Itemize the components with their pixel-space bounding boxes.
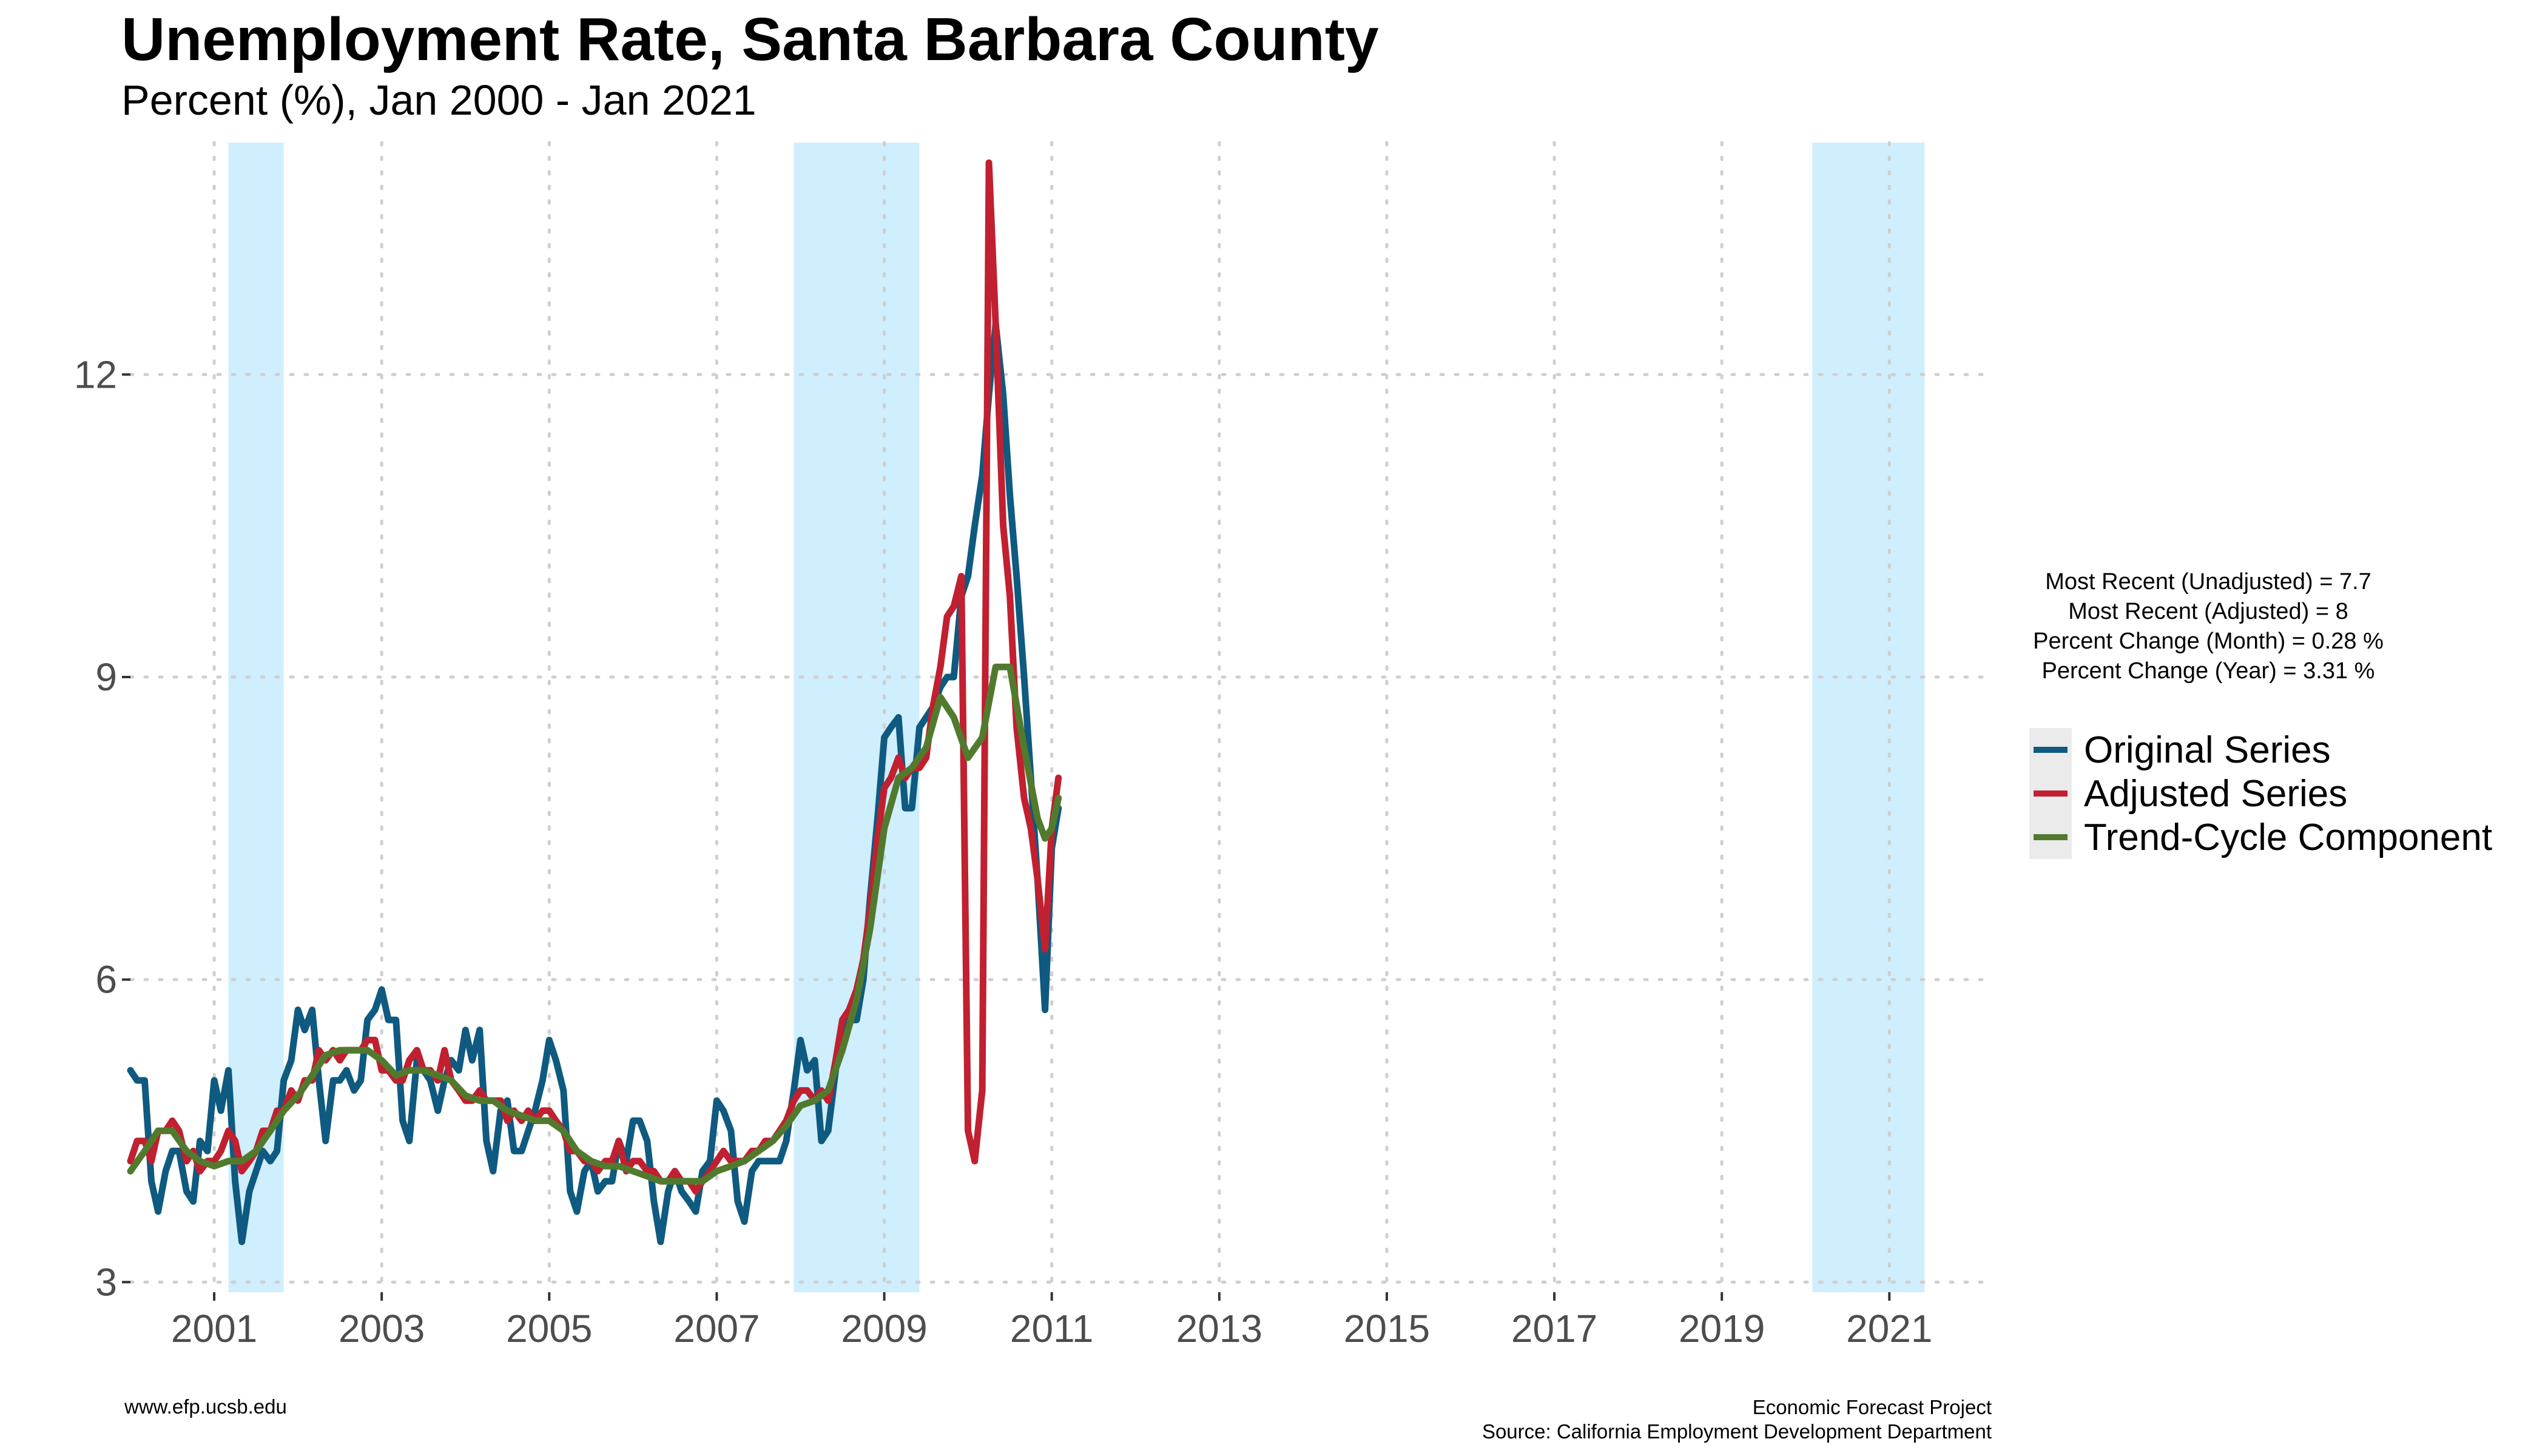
x-tick-label-2019: 2019 [1679, 1307, 1765, 1350]
x-tick-label-2013: 2013 [1176, 1307, 1262, 1350]
x-tick-label-2015: 2015 [1344, 1307, 1430, 1350]
legend-item-trend: Trend-Cycle Component [2029, 815, 2492, 859]
footer-source-agency: Source: California Employment Developmen… [1481, 1420, 1992, 1443]
y-tick-label-3: 3 [95, 1260, 117, 1304]
y-tick-label-12: 12 [74, 352, 117, 396]
legend-label-trend: Trend-Cycle Component [2084, 816, 2493, 858]
footer-source: Economic Forecast Project Source: Califo… [1482, 1395, 1992, 1444]
recession-band-2 [1812, 143, 1925, 1292]
chart-title: Unemployment Rate, Santa Barbara County [121, 5, 1379, 73]
recession-band-0 [228, 143, 284, 1292]
legend-key-trend [2029, 815, 2072, 859]
x-tick-label-2009: 2009 [841, 1307, 927, 1350]
stat-change-year: Percent Change (Year) = 3.31 % [2041, 658, 2375, 684]
stat-unadjusted: Most Recent (Unadjusted) = 7.7 [2045, 569, 2371, 595]
footer-source-org: Economic Forecast Project [1752, 1396, 1992, 1418]
y-tick-label-9: 9 [95, 655, 117, 699]
legend-item-original: Original Series [2029, 728, 2492, 772]
x-tick-label-2007: 2007 [673, 1307, 760, 1350]
x-tick-label-2011: 2011 [1010, 1307, 1094, 1350]
stats-panel: Most Recent (Unadjusted) = 7.7 Most Rece… [2002, 567, 2415, 686]
x-tick-label-2021: 2021 [1846, 1307, 1932, 1350]
legend: Original Series Adjusted Series Trend-Cy… [2029, 728, 2492, 859]
axes: 3 6 9 12 2001 2003 2005 2007 2009 2011 2013 2015 201… [74, 352, 1933, 1350]
series-trend [127, 663, 1062, 1185]
legend-key-original [2029, 728, 2072, 772]
series-original [127, 320, 1062, 1245]
grid-lines [129, 141, 1992, 1294]
y-tick-label-6: 6 [95, 958, 117, 1002]
x-tick-label-2005: 2005 [506, 1307, 592, 1350]
x-tick-label-2017: 2017 [1511, 1307, 1597, 1350]
footer-website: www.efp.ucsb.edu [124, 1395, 287, 1418]
chart-subtitle: Percent (%), Jan 2000 - Jan 2021 [121, 76, 757, 124]
series-lines [127, 159, 1062, 1245]
legend-key-adjusted [2029, 772, 2072, 815]
x-tick-label-2003: 2003 [339, 1307, 425, 1350]
stat-adjusted: Most Recent (Adjusted) = 8 [2068, 599, 2348, 624]
legend-label-original: Original Series [2084, 729, 2331, 771]
legend-label-adjusted: Adjusted Series [2084, 772, 2348, 815]
legend-item-adjusted: Adjusted Series [2029, 772, 2492, 815]
stat-change-month: Percent Change (Month) = 0.28 % [2033, 629, 2384, 654]
x-tick-label-2001: 2001 [171, 1307, 257, 1350]
